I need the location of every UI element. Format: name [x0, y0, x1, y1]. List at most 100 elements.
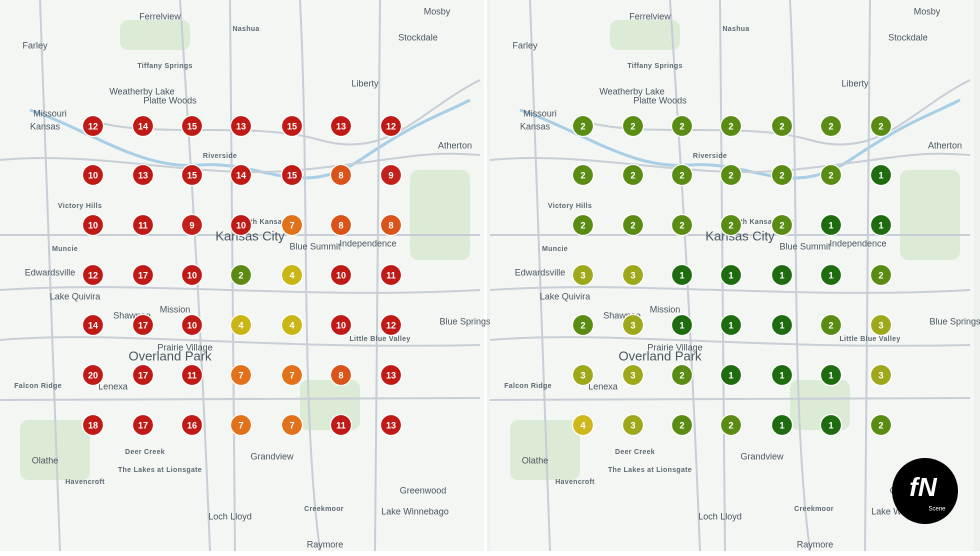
score-label: 8	[338, 220, 343, 230]
score-label: 17	[138, 270, 148, 280]
place-label: Stockdale	[398, 32, 438, 42]
score-marker	[719, 163, 743, 187]
score-marker	[670, 114, 694, 138]
road	[489, 336, 971, 347]
score-marker	[819, 413, 843, 437]
place-label: Shawnee	[603, 310, 641, 320]
score-marker	[131, 413, 155, 437]
score-marker	[131, 313, 155, 337]
road	[0, 397, 481, 401]
score-label: 2	[630, 121, 635, 131]
place-label: Independence	[339, 238, 396, 248]
score-label: 1	[679, 320, 684, 330]
score-label: 12	[88, 121, 98, 131]
score-marker	[280, 313, 304, 337]
score-marker	[719, 114, 743, 138]
score-marker	[571, 114, 595, 138]
score-label: 2	[238, 270, 243, 280]
score-label: 2	[828, 121, 833, 131]
score-label: 11	[187, 370, 197, 380]
park-area	[410, 170, 470, 260]
score-marker	[670, 213, 694, 237]
score-label: 2	[679, 370, 684, 380]
score-marker	[180, 163, 204, 187]
score-marker	[229, 114, 253, 138]
score-label: 4	[580, 420, 585, 430]
score-marker	[379, 213, 403, 237]
score-marker	[131, 263, 155, 287]
score-label: 10	[88, 170, 98, 180]
score-label: 10	[187, 320, 197, 330]
score-label: 12	[88, 270, 98, 280]
score-marker	[280, 413, 304, 437]
score-marker	[571, 413, 595, 437]
score-label: 1	[779, 420, 784, 430]
score-marker	[819, 313, 843, 337]
score-label: 7	[238, 370, 243, 380]
score-label: 18	[88, 420, 98, 430]
score-label: 12	[386, 121, 396, 131]
score-marker	[131, 363, 155, 387]
score-marker	[81, 263, 105, 287]
score-label: 1	[828, 420, 833, 430]
park-area	[900, 170, 960, 260]
score-label: 2	[679, 220, 684, 230]
score-label: 8	[338, 370, 343, 380]
score-label: 4	[238, 320, 243, 330]
road	[489, 397, 971, 401]
score-marker	[819, 263, 843, 287]
score-marker	[329, 363, 353, 387]
score-marker	[379, 413, 403, 437]
place-label: Prairie Village	[647, 342, 702, 352]
score-label: 10	[88, 220, 98, 230]
score-label: 17	[138, 370, 148, 380]
score-marker	[180, 363, 204, 387]
score-marker	[621, 263, 645, 287]
score-marker	[280, 114, 304, 138]
score-marker	[571, 213, 595, 237]
score-marker	[869, 114, 893, 138]
score-marker	[819, 213, 843, 237]
score-marker	[770, 363, 794, 387]
score-marker	[621, 213, 645, 237]
score-marker	[229, 163, 253, 187]
place-label: Raymore	[797, 539, 834, 549]
score-marker	[819, 114, 843, 138]
score-label: 2	[580, 320, 585, 330]
place-label: North Kansas City	[237, 219, 303, 226]
score-label: 20	[88, 370, 98, 380]
score-label: 1	[728, 370, 733, 380]
score-marker	[621, 163, 645, 187]
score-marker	[869, 363, 893, 387]
score-label: 15	[187, 121, 197, 131]
road	[489, 286, 971, 294]
score-marker	[280, 263, 304, 287]
score-marker	[229, 213, 253, 237]
score-marker	[131, 213, 155, 237]
score-marker	[670, 363, 694, 387]
place-label: Nashua	[722, 26, 749, 33]
place-label: Liberty	[351, 78, 379, 88]
score-label: 12	[386, 320, 396, 330]
score-label: 13	[386, 420, 396, 430]
score-marker	[770, 163, 794, 187]
score-label: 9	[388, 170, 393, 180]
score-label: 2	[878, 121, 883, 131]
score-label: 2	[728, 121, 733, 131]
park-area	[610, 20, 680, 50]
place-label: Farley	[512, 40, 538, 50]
place-label: Tiffany Springs	[627, 63, 682, 70]
score-marker	[819, 163, 843, 187]
score-label: 1	[828, 220, 833, 230]
score-marker	[770, 213, 794, 237]
score-label: 7	[289, 370, 294, 380]
place-label: Stockdale	[888, 32, 928, 42]
road	[0, 286, 481, 294]
place-label: Lenexa	[588, 381, 618, 391]
score-label: 10	[336, 270, 346, 280]
place-label: Muncie	[542, 246, 568, 253]
score-marker	[719, 413, 743, 437]
score-label: 15	[287, 170, 297, 180]
place-label: Weatherby Lake	[599, 86, 664, 96]
